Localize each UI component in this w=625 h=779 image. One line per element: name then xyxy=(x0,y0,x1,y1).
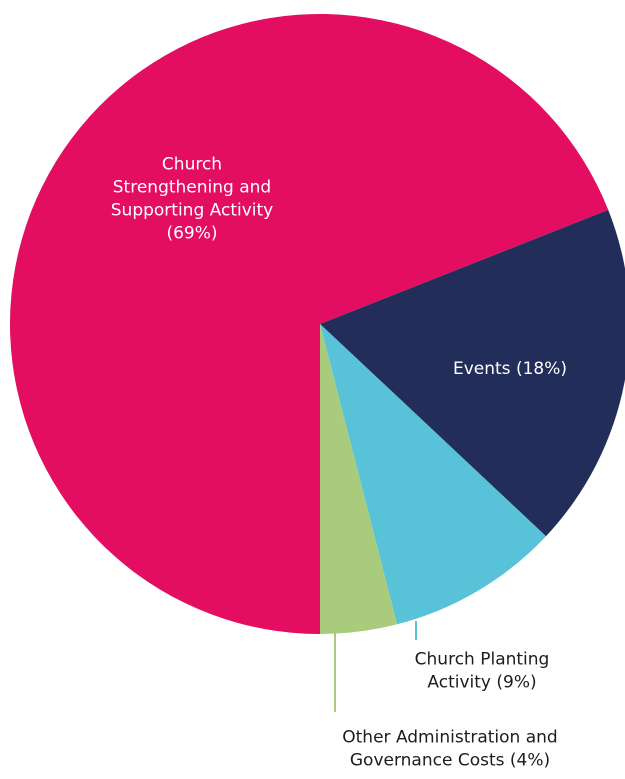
slice-label-3: Other Administration and Governance Costs… xyxy=(342,728,557,771)
slice-label-1: Events (18%) xyxy=(453,359,567,379)
slice-label-2: Church Planting Activity (9%) xyxy=(415,650,550,693)
slice-labels: Church Strengthening and Supporting Activi… xyxy=(111,155,567,771)
pie-slices xyxy=(9,13,625,634)
slice-label-line: Governance Costs (4%) xyxy=(350,751,550,771)
slice-label-line: Other Administration and xyxy=(342,728,557,748)
slice-label-0: Church Strengthening and Supporting Activi… xyxy=(111,155,273,244)
pie-slice-1 xyxy=(320,209,625,537)
pie-slice-3 xyxy=(320,324,398,634)
slice-label-line: Activity (9%) xyxy=(427,673,536,693)
slice-label-line: Events (18%) xyxy=(453,359,567,379)
slice-label-line: Church Planting xyxy=(415,650,550,670)
label-leader-lines xyxy=(334,621,417,712)
slice-label-line: Supporting Activity xyxy=(111,201,273,221)
slice-label-line: (69%) xyxy=(166,224,217,244)
slice-label-line: Church xyxy=(162,155,222,175)
pie-slice-2 xyxy=(320,324,546,625)
pie-slice-0 xyxy=(9,13,609,634)
slice-label-line: Strengthening and xyxy=(113,178,271,198)
